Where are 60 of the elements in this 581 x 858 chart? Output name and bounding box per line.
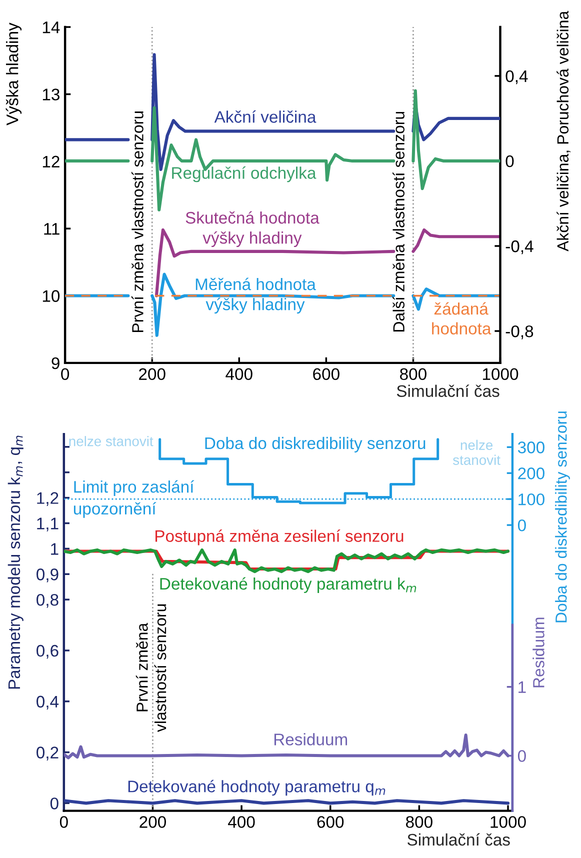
- x-tick-label: 0: [60, 816, 68, 828]
- y2-axis-title: Akční veličina, Poruchová veličina: [556, 10, 570, 252]
- y-tick-label: 0,9: [36, 568, 58, 582]
- series-label: Akční veličina: [214, 110, 316, 123]
- y2-tick-label: 100: [518, 493, 544, 506]
- y-tick-label: 13: [42, 88, 60, 100]
- series-label: Detekované hodnoty parametru k$_{m}$: [160, 577, 416, 594]
- y-tick-label: 0,4: [36, 696, 59, 710]
- x-tick-label: 800: [406, 816, 432, 828]
- y2-tick-label: 200: [518, 468, 544, 480]
- x-tick-label: 200: [140, 816, 166, 828]
- y-tick-label: 11: [44, 223, 60, 235]
- x-axis-title: Simulační čas: [408, 833, 510, 846]
- y2-tick-label: 0: [506, 155, 514, 168]
- y2-axis-title: Doba do diskredibility senzoru: [555, 412, 570, 622]
- y-tick-label: 1,2: [37, 492, 58, 506]
- ref-line-label: Limit pro zaslání upozornění: [74, 480, 194, 518]
- y2-tick-label: 300: [518, 442, 544, 454]
- annotation: nelze stanovit: [69, 436, 154, 446]
- y3-axis-title: Residuum: [532, 618, 544, 688]
- y-tick-label: 12: [42, 156, 60, 168]
- ref-line-label: Další změna vlastností senzoru: [392, 112, 404, 332]
- y2-tick-label: 0,4: [506, 70, 528, 84]
- series-label: Skutečná hodnota výšky hladiny: [186, 211, 320, 248]
- y-tick-label: 9: [52, 357, 60, 370]
- y-tick-label: 14: [42, 22, 60, 34]
- series-label: žádaná hodnota: [432, 302, 492, 334]
- x-axis-title: Simulační čas: [396, 384, 500, 398]
- series-label: Detekované hodnoty parametru q$_{m}$: [128, 780, 386, 796]
- x-tick-label: 1000: [482, 368, 518, 380]
- series-label: Residuum: [274, 733, 348, 746]
- y-tick-label: 0: [50, 798, 58, 810]
- y3-tick-label: 0: [518, 750, 526, 762]
- y-axis-title: Parametry modelu senzoru k$_{m}$, q$_{m}$: [8, 436, 24, 689]
- ref-line-label: První změna vlastností senzoru: [131, 111, 144, 332]
- x-tick-label: 800: [400, 368, 426, 380]
- y-axis-title: Výška hladiny: [6, 22, 22, 126]
- series-label: Regulační odchylka: [172, 166, 316, 182]
- series-label: Měřená hodnota výšky hladiny: [196, 278, 316, 314]
- annotation: nelze stanovit: [453, 440, 500, 465]
- y2-tick-label: 0: [518, 519, 526, 532]
- ref-line-label: První změna vlastností senzoru: [136, 604, 166, 732]
- series-label: Doba do diskredibility senzoru: [205, 436, 426, 452]
- y-tick-label: 1: [51, 543, 58, 555]
- y2-tick-label: -0,8: [506, 325, 534, 340]
- y-tick-label: 1,1: [37, 518, 58, 532]
- x-tick-label: 400: [226, 368, 252, 380]
- y-tick-label: 0,8: [36, 594, 58, 608]
- y-tick-label: 0,6: [36, 644, 58, 659]
- x-tick-label: 600: [313, 368, 340, 380]
- x-tick-label: 200: [139, 368, 166, 380]
- x-tick-label: 400: [228, 816, 255, 828]
- y2-tick-label: -0,4: [506, 240, 534, 254]
- x-tick-label: 1000: [490, 816, 526, 828]
- y-tick-label: 10: [42, 290, 60, 302]
- x-tick-label: 600: [317, 816, 344, 828]
- y3-tick-label: 1: [518, 681, 526, 693]
- series-label: Postupná změna zesilení senzoru: [156, 530, 404, 546]
- x-tick-label: 0: [61, 368, 70, 380]
- y-tick-label: 0,2: [36, 746, 58, 760]
